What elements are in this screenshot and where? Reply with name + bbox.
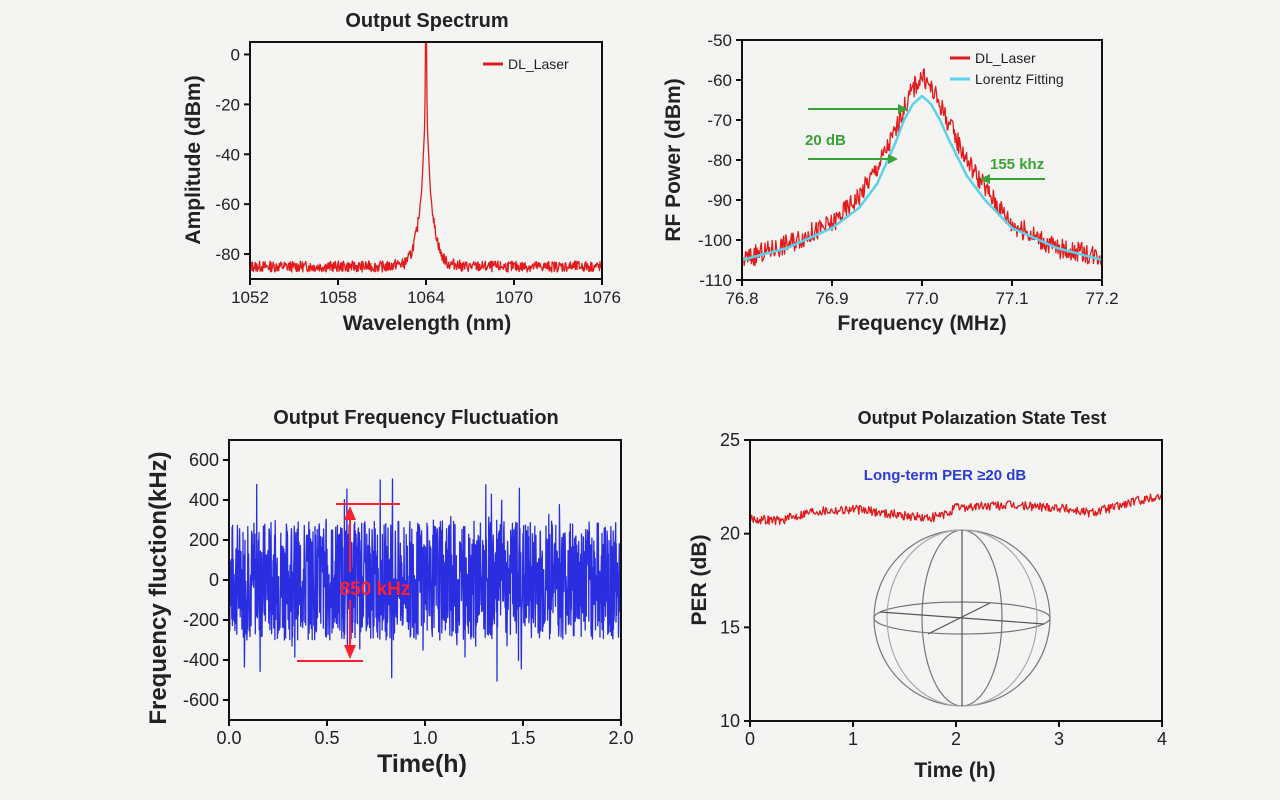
- chart4-x-tick-label: 4: [1157, 729, 1167, 749]
- chart3-y-label: Frequency fluction(kHz): [145, 451, 172, 724]
- chart2-x-tick-label: 77.2: [1085, 289, 1118, 308]
- chart3-y-tick-label: -200: [183, 610, 219, 630]
- chart4-plot-area: [749, 493, 1163, 526]
- chart4-y-tick-label: 10: [720, 711, 740, 731]
- chart2-arrowhead-left-top: [898, 104, 908, 114]
- chart1-x-tick-label: 1064: [407, 288, 445, 307]
- chart1-x-tick-label: 1058: [319, 288, 357, 307]
- chart4-y-tick-label: 25: [720, 430, 740, 450]
- chart4-y-tick-label: 15: [720, 617, 740, 637]
- chart1-y-tick-label: -40: [215, 145, 240, 164]
- sphere-axis-depth: [927, 602, 991, 635]
- chart3-y-tick-label: -600: [183, 690, 219, 710]
- chart3-plot-area: [228, 478, 622, 682]
- chart3-y-tick-label: 600: [189, 450, 219, 470]
- chart4-x-tick-label: 3: [1054, 729, 1064, 749]
- chart2-legend-label-0: DL_Laser: [975, 50, 1036, 66]
- chart3-annotation: 850 kHz: [297, 503, 411, 662]
- chart1-frame: [249, 41, 603, 280]
- chart4-annotation: Long-term PER ≥20 dB: [864, 467, 1027, 484]
- chart-output-spectrum: Output Spectrum 0-20-40-60-80 1052 1058 10…: [182, 10, 621, 335]
- chart1-title: Output Spectrum: [345, 10, 508, 32]
- chart2-series-0: [741, 68, 1103, 267]
- chart4-y-tick-label: 20: [720, 524, 740, 544]
- chart3-x-tick-label: 1.0: [412, 728, 437, 748]
- chart4-x-tick-label: 2: [951, 729, 961, 749]
- chart-rf-spectrum: -50 -60 -70 -80 -90 -100 -110 76.8 76.9 77.0 77.1…: [662, 31, 1119, 335]
- chart3-annotation-label: 850 kHz: [340, 579, 411, 600]
- chart2-x-tick-label: 77.0: [905, 289, 938, 308]
- chart2-plot-area: [741, 68, 1103, 267]
- chart2-annotations: 20 dB 155 khz: [805, 104, 1045, 184]
- chart1-y-tick-label: -60: [215, 195, 240, 214]
- chart3-x-tick-label: 1.5: [510, 728, 535, 748]
- chart4-x-tick-label: 0: [745, 729, 755, 749]
- poincare-sphere-illustration: [873, 529, 1051, 707]
- chart4-title: Output Polaızation State Test: [858, 408, 1107, 428]
- chart2-x-tick-label: 76.8: [725, 289, 758, 308]
- chart3-annotation-arrow-down-head: [344, 645, 356, 659]
- chart2-x-ticks: 76.8 76.9 77.0 77.1 77.2: [725, 280, 1119, 308]
- chart3-title: Output Frequency Fluctuation: [273, 407, 559, 429]
- chart4-x-ticks: 0 1 2 3 4: [745, 721, 1167, 749]
- chart1-y-tick-label: -20: [215, 95, 240, 114]
- chart4-x-label: Time (h): [914, 759, 995, 782]
- chart2-series-1: [741, 94, 1103, 262]
- chart2-y-ticks: -50 -60 -70 -80 -90 -100 -110: [698, 31, 742, 290]
- chart3-x-label: Time(h): [377, 750, 467, 778]
- chart2-x-tick-label: 77.1: [995, 289, 1028, 308]
- chart4-x-tick-label: 1: [848, 729, 858, 749]
- chart1-x-ticks: 1052 1058 1064 1070 1076: [231, 279, 621, 307]
- chart2-y-tick-label: -100: [698, 231, 732, 250]
- chart3-x-tick-label: 0.5: [314, 728, 339, 748]
- chart2-annotation-20db: 20 dB: [805, 132, 846, 149]
- chart1-y-label: Amplitude (dBm): [182, 75, 205, 244]
- chart2-arrowhead-left-bottom: [888, 154, 898, 164]
- chart1-x-tick-label: 1076: [583, 288, 621, 307]
- chart1-y-tick-label: 0: [231, 45, 240, 64]
- chart3-y-tick-label: 400: [189, 490, 219, 510]
- chart3-y-tick-label: -400: [183, 650, 219, 670]
- chart3-annotation-arrow-up-head: [344, 506, 356, 520]
- chart3-x-tick-label: 2.0: [608, 728, 633, 748]
- chart2-y-tick-label: -110: [699, 271, 732, 290]
- chart1-plot-area: [249, 41, 603, 273]
- chart1-y-tick-label: -80: [215, 245, 240, 264]
- chart1-legend-label: DL_Laser: [508, 56, 569, 72]
- chart2-x-tick-label: 76.9: [815, 289, 848, 308]
- sphere-axis-horizontal: [879, 611, 1045, 625]
- chart2-y-label: RF Power (dBm): [662, 78, 685, 241]
- chart1-legend: DL_Laser: [483, 56, 569, 72]
- chart3-x-tick-label: 0.0: [216, 728, 241, 748]
- chart2-legend: DL_Laser Lorentz Fitting: [950, 50, 1064, 87]
- chart3-y-ticks: 600 400 200 0 -200 -400 -600: [183, 450, 229, 710]
- chart2-y-tick-label: -80: [707, 151, 732, 170]
- chart3-x-ticks: 0.0 0.5 1.0 1.5 2.0: [216, 720, 634, 748]
- chart1-x-tick-label: 1070: [495, 288, 533, 307]
- chart3-y-tick-label: 0: [209, 570, 219, 590]
- chart3-y-tick-label: 200: [189, 530, 219, 550]
- chart1-x-label: Wavelength (nm): [343, 312, 511, 335]
- chart2-y-tick-label: -50: [707, 31, 732, 50]
- chart2-y-tick-label: -70: [707, 111, 732, 130]
- chart1-x-tick-label: 1052: [231, 288, 269, 307]
- chart3-series-0: [228, 478, 622, 682]
- chart1-series-0: [249, 41, 603, 273]
- chart1-y-ticks: 0 -20 -40 -60 -80: [215, 45, 250, 264]
- chart4-series-0: [749, 493, 1163, 526]
- chart2-y-tick-label: -90: [707, 191, 732, 210]
- chart2-arrowhead-right: [980, 174, 990, 184]
- chart-frequency-fluctuation: Output Frequency Fluctuation 600 400 200 0 -…: [145, 407, 634, 778]
- chart2-x-label: Frequency (MHz): [837, 312, 1006, 335]
- chart2-legend-label-1: Lorentz Fitting: [975, 71, 1064, 87]
- chart4-y-ticks: 25 20 15 10: [720, 430, 750, 731]
- chart2-annotation-155khz: 155 khz: [990, 156, 1044, 173]
- chart4-y-label: PER (dB): [688, 535, 711, 626]
- chart2-y-tick-label: -60: [707, 71, 732, 90]
